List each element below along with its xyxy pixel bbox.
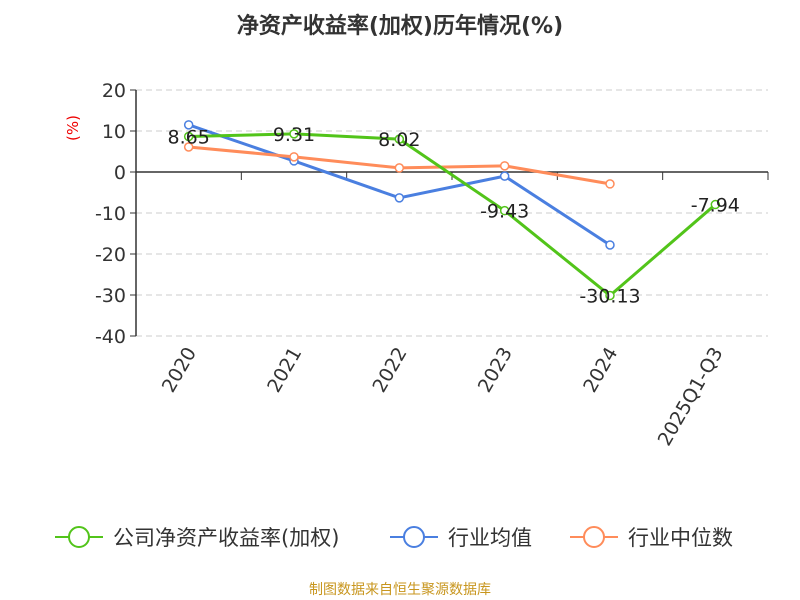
data-point: [499, 161, 510, 171]
y-tick-label: -40: [95, 326, 126, 348]
data-point: [183, 142, 194, 152]
data-point: [183, 131, 194, 142]
y-axis-label: (%): [64, 115, 82, 141]
data-label: -9.43: [480, 201, 529, 223]
x-tick-label: 2024: [579, 344, 622, 397]
data-point: [605, 240, 615, 250]
legend-marker: [68, 526, 90, 548]
data-label: -30.13: [579, 286, 640, 308]
data-point: [499, 205, 510, 216]
y-tick-label: 10: [102, 121, 126, 143]
series-line: [188, 132, 717, 298]
data-point: [605, 290, 615, 301]
legend-marker: [403, 526, 425, 548]
data-label: 9.31: [273, 124, 315, 146]
x-tick-label: 2023: [474, 344, 517, 397]
data-label: 8.65: [168, 127, 210, 149]
data-point: [289, 152, 299, 162]
y-tick-label: -10: [95, 203, 126, 225]
data-point: [499, 171, 510, 181]
y-tick-label: 20: [102, 80, 126, 102]
legend-label: 公司净资产收益率(加权): [113, 526, 339, 550]
x-tick-label: 2025Q1-Q3: [654, 344, 728, 450]
source-note: 制图数据来自恒生聚源数据库: [309, 582, 491, 598]
data-point: [710, 199, 721, 210]
x-tick-label: 2020: [158, 344, 201, 397]
x-tick-label: 2021: [263, 344, 306, 397]
data-point: [183, 120, 194, 130]
y-tick-label: -30: [95, 285, 126, 307]
legend-label: 行业中位数: [628, 526, 733, 550]
legend-marker: [583, 526, 605, 548]
x-tick-label: 2022: [368, 344, 411, 397]
chart-title: 净资产收益率(加权)历年情况(%): [237, 13, 563, 39]
data-label: 8.02: [378, 129, 420, 151]
data-label: -7.94: [691, 195, 740, 217]
y-tick-label: -20: [95, 244, 126, 266]
data-point: [394, 193, 405, 203]
data-point: [605, 179, 615, 189]
data-point: [394, 134, 405, 144]
data-point: [394, 163, 405, 173]
legend-label: 行业均值: [448, 526, 532, 550]
data-point: [289, 129, 299, 139]
y-tick-label: 0: [114, 162, 126, 184]
